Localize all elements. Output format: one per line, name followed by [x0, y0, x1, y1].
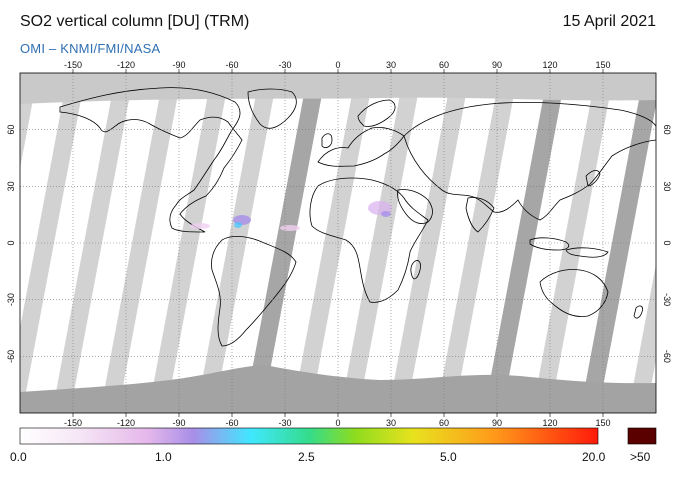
orbit-swath — [166, 73, 260, 413]
colorbar-label-5: >50 — [630, 450, 651, 464]
colorbar-label-3: 5.0 — [440, 450, 457, 464]
chart-title: SO2 vertical column [DU] (TRM) — [20, 13, 250, 30]
lat-tick-label: 60 — [662, 125, 672, 135]
lon-tick-label: -150 — [64, 418, 82, 428]
colorbar-overflow — [627, 427, 657, 445]
lat-tick-label: -60 — [662, 350, 672, 363]
credit-label: OMI – KNMI/FMI/NASA — [20, 41, 161, 56]
orbit-swath — [406, 73, 500, 413]
orbit-gap — [244, 73, 326, 413]
lon-tick-label: 120 — [542, 418, 557, 428]
orbit-swath — [118, 73, 212, 413]
lon-tick-label: 90 — [492, 60, 502, 70]
lat-tick-label: 30 — [662, 181, 672, 191]
lat-ticks-left: 60 30 0 -30 -60 — [6, 125, 16, 363]
lon-tick-label: -90 — [172, 418, 185, 428]
colorbar-label-2: 2.5 — [298, 450, 315, 464]
lon-tick-label: -150 — [64, 60, 82, 70]
lat-tick-label: 0 — [662, 240, 672, 245]
lon-tick-label: -60 — [225, 418, 238, 428]
lon-tick-label: 60 — [439, 60, 449, 70]
lat-tick-label: 30 — [6, 181, 16, 191]
orbit-swath — [310, 73, 404, 413]
orbit-swath — [550, 73, 644, 413]
orbit-swath — [358, 73, 452, 413]
lon-tick-label: -30 — [278, 60, 291, 70]
colorbar-gradient — [19, 427, 599, 445]
continents — [59, 87, 656, 347]
lon-ticks-bottom: -150 -120 -90 -60 -30 0 30 60 90 120 150 — [64, 418, 611, 428]
lat-tick-label: -30 — [6, 293, 16, 306]
lon-tick-label: -30 — [278, 418, 291, 428]
lon-tick-label: -90 — [172, 60, 185, 70]
orbit-gap — [580, 73, 656, 413]
colorbar-label-4: 20.0 — [582, 450, 606, 464]
lat-tick-label: 0 — [6, 240, 16, 245]
lon-tick-label: 0 — [335, 60, 340, 70]
lon-tick-label: 0 — [335, 418, 340, 428]
lon-tick-label: 90 — [492, 418, 502, 428]
orbit-swath — [454, 73, 548, 413]
lon-tick-label: -120 — [117, 418, 135, 428]
map-frame — [19, 72, 657, 414]
colorbar-label-0: 0.0 — [10, 450, 27, 464]
lon-ticks-top: -150 -120 -90 -60 -30 0 30 60 90 120 150 — [64, 60, 611, 70]
lat-ticks-right: 60 30 0 -30 -60 — [662, 125, 672, 363]
lat-tick-label: 60 — [6, 125, 16, 135]
orbit-swath — [262, 73, 356, 413]
lon-tick-label: -120 — [117, 60, 135, 70]
lat-tick-label: -30 — [662, 293, 672, 306]
lon-tick-label: 30 — [386, 418, 396, 428]
graticule — [20, 69, 656, 417]
orbit-swath — [70, 73, 164, 413]
lat-tick-label: -60 — [6, 350, 16, 363]
lon-tick-label: 150 — [595, 418, 610, 428]
orbit-swath — [20, 73, 68, 328]
lon-tick-label: -60 — [225, 60, 238, 70]
lon-tick-label: 30 — [386, 60, 396, 70]
orbit-swath — [502, 73, 596, 413]
colorbar-label-1: 1.0 — [155, 450, 172, 464]
lon-tick-label: 120 — [542, 60, 557, 70]
date-label: 15 April 2021 — [562, 13, 656, 30]
lon-tick-label: 60 — [439, 418, 449, 428]
lon-tick-label: 150 — [595, 60, 610, 70]
